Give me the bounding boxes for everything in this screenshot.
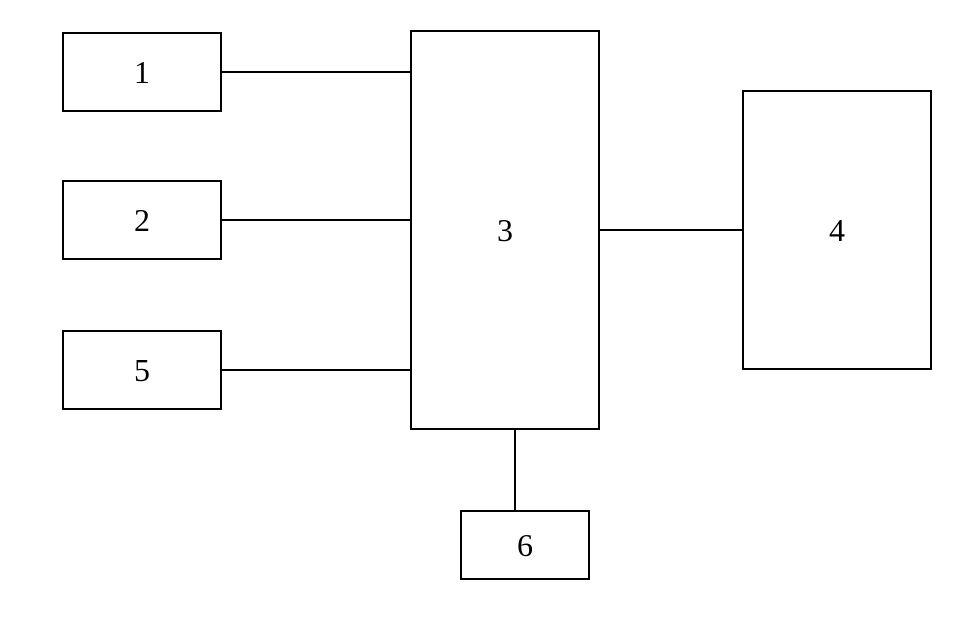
node-label: 3 [497,212,513,249]
node-label: 4 [829,212,845,249]
node-label: 5 [134,352,150,389]
node-label: 2 [134,202,150,239]
node-2: 2 [62,180,222,260]
node-4: 4 [742,90,932,370]
edge-2-3 [222,219,410,221]
edge-3-6 [514,430,516,510]
node-1: 1 [62,32,222,112]
node-3: 3 [410,30,600,430]
edge-1-3 [222,71,410,73]
edge-3-4 [600,229,742,231]
edge-5-3 [222,369,410,371]
node-label: 6 [517,527,533,564]
node-5: 5 [62,330,222,410]
node-6: 6 [460,510,590,580]
node-label: 1 [134,54,150,91]
diagram-canvas: 1 2 5 3 4 6 [0,0,972,641]
